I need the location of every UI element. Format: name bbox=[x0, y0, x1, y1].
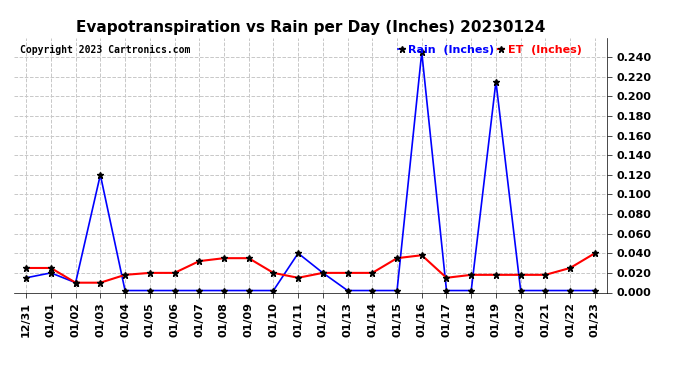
Rain  (Inches) bbox=[170, 288, 179, 293]
ET  (Inches) bbox=[22, 266, 30, 270]
ET  (Inches) bbox=[121, 273, 129, 277]
ET  (Inches) bbox=[417, 253, 426, 258]
Rain  (Inches) bbox=[22, 276, 30, 280]
ET  (Inches) bbox=[96, 280, 104, 285]
ET  (Inches) bbox=[294, 276, 302, 280]
Rain  (Inches) bbox=[319, 271, 327, 275]
ET  (Inches) bbox=[467, 273, 475, 277]
ET  (Inches) bbox=[368, 271, 377, 275]
Rain  (Inches) bbox=[344, 288, 352, 293]
ET  (Inches) bbox=[344, 271, 352, 275]
Rain  (Inches) bbox=[244, 288, 253, 293]
ET  (Inches) bbox=[591, 251, 599, 255]
Rain  (Inches) bbox=[442, 288, 451, 293]
Rain  (Inches) bbox=[393, 288, 401, 293]
Rain  (Inches) bbox=[146, 288, 154, 293]
ET  (Inches) bbox=[244, 256, 253, 260]
Rain  (Inches) bbox=[492, 80, 500, 84]
ET  (Inches) bbox=[146, 271, 154, 275]
Rain  (Inches) bbox=[294, 251, 302, 255]
ET  (Inches) bbox=[492, 273, 500, 277]
ET  (Inches) bbox=[393, 256, 401, 260]
Rain  (Inches) bbox=[517, 288, 525, 293]
ET  (Inches) bbox=[195, 259, 204, 263]
Rain  (Inches) bbox=[96, 172, 104, 177]
Text: Copyright 2023 Cartronics.com: Copyright 2023 Cartronics.com bbox=[20, 45, 190, 55]
Rain  (Inches) bbox=[368, 288, 377, 293]
Rain  (Inches) bbox=[591, 288, 599, 293]
Rain  (Inches) bbox=[121, 288, 129, 293]
ET  (Inches) bbox=[442, 276, 451, 280]
ET  (Inches) bbox=[170, 271, 179, 275]
Rain  (Inches) bbox=[72, 280, 80, 285]
ET  (Inches) bbox=[72, 280, 80, 285]
Title: Evapotranspiration vs Rain per Day (Inches) 20230124: Evapotranspiration vs Rain per Day (Inch… bbox=[76, 20, 545, 35]
ET  (Inches) bbox=[319, 271, 327, 275]
Rain  (Inches) bbox=[417, 50, 426, 54]
Rain  (Inches) bbox=[220, 288, 228, 293]
Rain  (Inches) bbox=[195, 288, 204, 293]
ET  (Inches) bbox=[220, 256, 228, 260]
Rain  (Inches) bbox=[47, 271, 55, 275]
ET  (Inches) bbox=[541, 273, 549, 277]
Line: Rain  (Inches): Rain (Inches) bbox=[23, 49, 598, 294]
ET  (Inches) bbox=[269, 271, 277, 275]
Line: ET  (Inches): ET (Inches) bbox=[23, 250, 598, 286]
Rain  (Inches) bbox=[541, 288, 549, 293]
ET  (Inches) bbox=[47, 266, 55, 270]
ET  (Inches) bbox=[566, 266, 574, 270]
Rain  (Inches) bbox=[467, 288, 475, 293]
Rain  (Inches) bbox=[566, 288, 574, 293]
Rain  (Inches) bbox=[269, 288, 277, 293]
Legend: Rain  (Inches), ET  (Inches): Rain (Inches), ET (Inches) bbox=[396, 43, 584, 57]
ET  (Inches) bbox=[517, 273, 525, 277]
